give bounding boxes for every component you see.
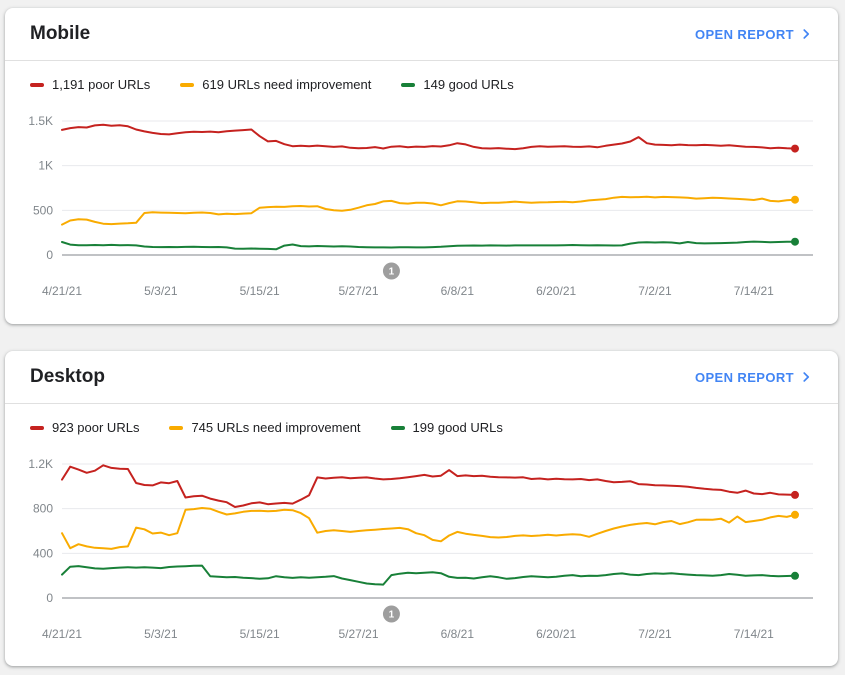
svg-text:1: 1 bbox=[389, 610, 395, 621]
svg-text:6/20/21: 6/20/21 bbox=[536, 284, 576, 298]
svg-text:5/15/21: 5/15/21 bbox=[240, 627, 280, 641]
svg-text:1.5K: 1.5K bbox=[28, 114, 53, 128]
mobile-card-header: Mobile OPEN REPORT bbox=[5, 8, 838, 61]
svg-text:6/20/21: 6/20/21 bbox=[536, 627, 576, 641]
good-series-swatch bbox=[401, 82, 416, 87]
chevron-right-icon bbox=[799, 27, 813, 41]
legend-item-label: 149 good URLs bbox=[423, 77, 514, 92]
svg-text:5/3/21: 5/3/21 bbox=[144, 627, 178, 641]
good-series-swatch bbox=[390, 425, 405, 430]
mobile-open-report-link[interactable]: OPEN REPORT bbox=[695, 27, 813, 42]
needs-improvement-series-swatch bbox=[169, 425, 184, 430]
desktop-open-report-label: OPEN REPORT bbox=[694, 369, 794, 385]
poor-series-swatch bbox=[30, 425, 44, 430]
legend-item-needs-improvement[interactable]: 745 URLs need improvement bbox=[169, 420, 361, 435]
svg-text:0: 0 bbox=[46, 591, 53, 605]
svg-text:7/14/21: 7/14/21 bbox=[734, 284, 774, 298]
svg-text:4/21/21: 4/21/21 bbox=[42, 284, 82, 298]
svg-text:7/2/21: 7/2/21 bbox=[638, 627, 672, 641]
svg-text:5/15/21: 5/15/21 bbox=[240, 284, 280, 298]
mobile-card-title: Mobile bbox=[30, 23, 91, 44]
mobile-open-report-label: OPEN REPORT bbox=[694, 26, 794, 42]
mobile-chart-legend: 1,191 poor URLs 619 URLs need improvemen… bbox=[5, 61, 838, 92]
svg-text:5/27/21: 5/27/21 bbox=[338, 627, 378, 641]
needs-improvement-series-swatch bbox=[180, 82, 195, 87]
svg-text:400: 400 bbox=[33, 546, 53, 560]
legend-item-label: 923 poor URLs bbox=[52, 420, 140, 435]
svg-text:4/21/21: 4/21/21 bbox=[42, 627, 82, 641]
legend-item-good[interactable]: 199 good URLs bbox=[390, 420, 503, 435]
desktop-cwv-trend-chart[interactable]: 0 400 800 1.2K 4/21/21 5/3/21 5/15/21 5/27/21 6/… bbox=[5, 446, 838, 646]
legend-item-label: 745 URLs need improvement bbox=[191, 420, 361, 435]
svg-text:5/3/21: 5/3/21 bbox=[144, 284, 178, 298]
svg-text:1K: 1K bbox=[38, 159, 53, 173]
legend-item-label: 199 good URLs bbox=[412, 420, 503, 435]
mobile-cwv-trend-chart[interactable]: 0 500 1K 1.5K 4/21/21 5/3/21 5/15/21 5/27/21 6/8… bbox=[5, 103, 838, 303]
svg-text:6/8/21: 6/8/21 bbox=[441, 627, 475, 641]
desktop-card-title: Desktop bbox=[30, 366, 105, 387]
svg-text:6/8/21: 6/8/21 bbox=[441, 284, 475, 298]
svg-text:800: 800 bbox=[33, 502, 53, 516]
legend-item-label: 1,191 poor URLs bbox=[52, 77, 151, 92]
legend-item-good[interactable]: 149 good URLs bbox=[401, 77, 514, 92]
svg-text:500: 500 bbox=[33, 203, 53, 217]
legend-item-label: 619 URLs need improvement bbox=[202, 77, 372, 92]
svg-text:0: 0 bbox=[46, 248, 53, 262]
svg-text:1.2K: 1.2K bbox=[28, 457, 53, 471]
mobile-cwv-card: Mobile OPEN REPORT 1,191 poor URLs 619 U… bbox=[5, 8, 838, 324]
desktop-card-header: Desktop OPEN REPORT bbox=[5, 351, 838, 404]
svg-text:7/2/21: 7/2/21 bbox=[638, 284, 672, 298]
desktop-cwv-card: Desktop OPEN REPORT 923 poor URLs 745 UR… bbox=[5, 351, 838, 666]
legend-item-poor[interactable]: 1,191 poor URLs bbox=[30, 77, 150, 92]
legend-item-needs-improvement[interactable]: 619 URLs need improvement bbox=[180, 77, 371, 92]
legend-item-poor[interactable]: 923 poor URLs bbox=[30, 420, 139, 435]
chevron-right-icon bbox=[799, 370, 813, 384]
svg-text:7/14/21: 7/14/21 bbox=[734, 627, 774, 641]
desktop-chart-legend: 923 poor URLs 745 URLs need improvement … bbox=[5, 404, 838, 435]
poor-series-swatch bbox=[30, 82, 44, 87]
desktop-open-report-link[interactable]: OPEN REPORT bbox=[695, 370, 813, 385]
svg-text:5/27/21: 5/27/21 bbox=[338, 284, 378, 298]
svg-text:1: 1 bbox=[389, 267, 395, 278]
